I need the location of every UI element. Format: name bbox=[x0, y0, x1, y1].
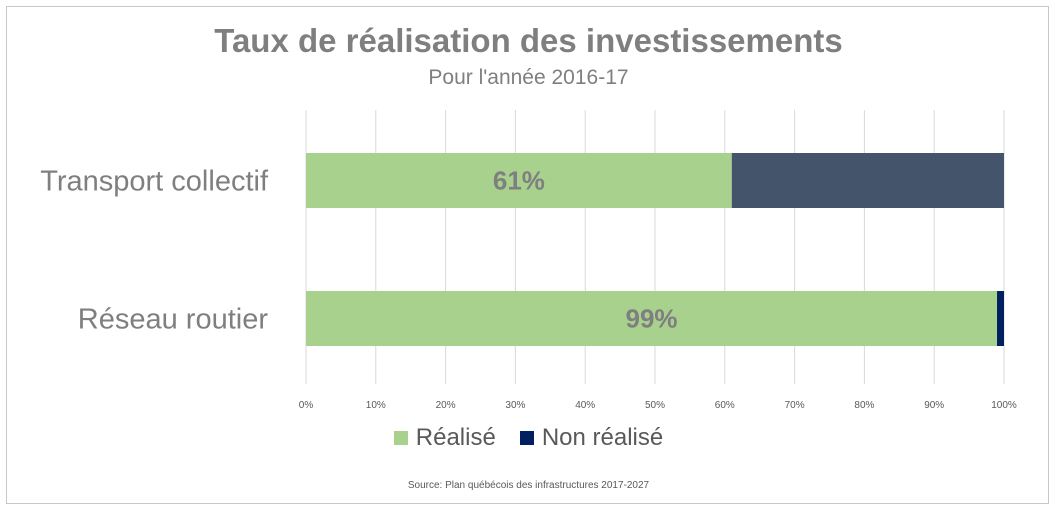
legend-label-realise: Réalisé bbox=[415, 424, 496, 451]
chart-subtitle: Pour l'année 2016-17 bbox=[428, 66, 629, 89]
data-labels: 61% 99% bbox=[493, 166, 678, 334]
x-tick-label: 50% bbox=[645, 400, 665, 411]
bars bbox=[306, 153, 1004, 346]
legend-item-realise: Réalisé bbox=[393, 424, 496, 452]
bar-segment bbox=[731, 153, 1004, 208]
legend: Réalisé Non réalisé bbox=[0, 424, 1057, 452]
x-tick-label: 80% bbox=[854, 400, 874, 411]
x-tick-label: 60% bbox=[715, 400, 735, 411]
legend-swatch-non-realise bbox=[519, 431, 534, 445]
x-tick-label: 30% bbox=[505, 400, 525, 411]
bar-data-label: 99% bbox=[625, 304, 677, 334]
x-axis-tick-labels: 0% 10% 20% 30% 40% 50% 60% 70% 80% 90% 100% bbox=[299, 400, 1017, 411]
bar-segment bbox=[306, 153, 732, 208]
x-tick-label: 90% bbox=[924, 400, 944, 411]
source-note: Source: Plan québécois des infrastructur… bbox=[407, 480, 650, 491]
x-tick-label: 10% bbox=[366, 400, 386, 411]
bar-data-label: 61% bbox=[493, 166, 545, 196]
legend-item-non-realise: Non réalisé bbox=[519, 424, 664, 452]
chart-title: Taux de réalisation des investissements bbox=[214, 22, 843, 59]
category-label: Transport collectif bbox=[40, 166, 269, 198]
legend-swatch-realise bbox=[393, 431, 408, 445]
x-tick-label: 40% bbox=[575, 400, 595, 411]
x-tick-label: 70% bbox=[785, 400, 805, 411]
bar-segment bbox=[306, 291, 998, 346]
category-label: Réseau routier bbox=[78, 304, 269, 336]
x-tick-label: 0% bbox=[299, 400, 314, 411]
chart-frame bbox=[6, 6, 1049, 504]
category-labels: Transport collectif Réseau routier bbox=[40, 166, 269, 336]
bar-segment bbox=[997, 291, 1004, 346]
legend-label-non-realise: Non réalisé bbox=[541, 424, 664, 451]
x-tick-label: 20% bbox=[436, 400, 456, 411]
x-tick-label: 100% bbox=[991, 400, 1017, 411]
